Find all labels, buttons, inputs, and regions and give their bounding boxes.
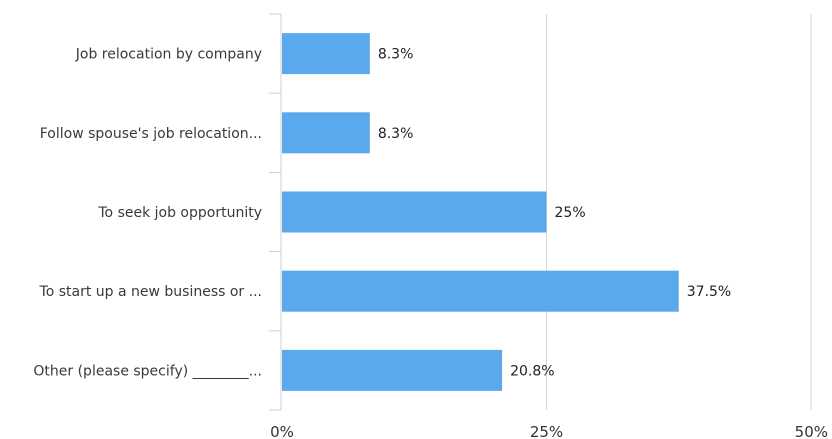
value-label-3: 37.5% xyxy=(687,284,731,300)
value-label-1: 8.3% xyxy=(378,126,414,142)
value-label-4: 20.8% xyxy=(510,363,554,379)
category-axis xyxy=(269,13,282,411)
value-label-2: 25% xyxy=(555,205,586,221)
bars xyxy=(282,33,679,391)
category-label-3: To start up a new business or ... xyxy=(39,284,262,300)
bar-0 xyxy=(282,33,370,75)
x-tick-label-1: 25% xyxy=(530,423,563,439)
category-label-0: Job relocation by company xyxy=(75,47,262,63)
bar-2 xyxy=(282,191,547,233)
category-label-1: Follow spouse's job relocation... xyxy=(40,126,262,142)
category-label-2: To seek job opportunity xyxy=(97,205,262,221)
x-tick-label-2: 50% xyxy=(795,423,828,439)
gridlines xyxy=(546,14,812,410)
value-label-0: 8.3% xyxy=(378,47,414,63)
bar-4 xyxy=(282,349,503,391)
bar-1 xyxy=(282,112,370,154)
x-tick-label-0: 0% xyxy=(270,423,294,439)
bar-3 xyxy=(282,270,679,312)
category-label-4: Other (please specify) ________... xyxy=(33,363,262,379)
labels: Job relocation by company 8.3% Follow spou… xyxy=(33,47,828,439)
